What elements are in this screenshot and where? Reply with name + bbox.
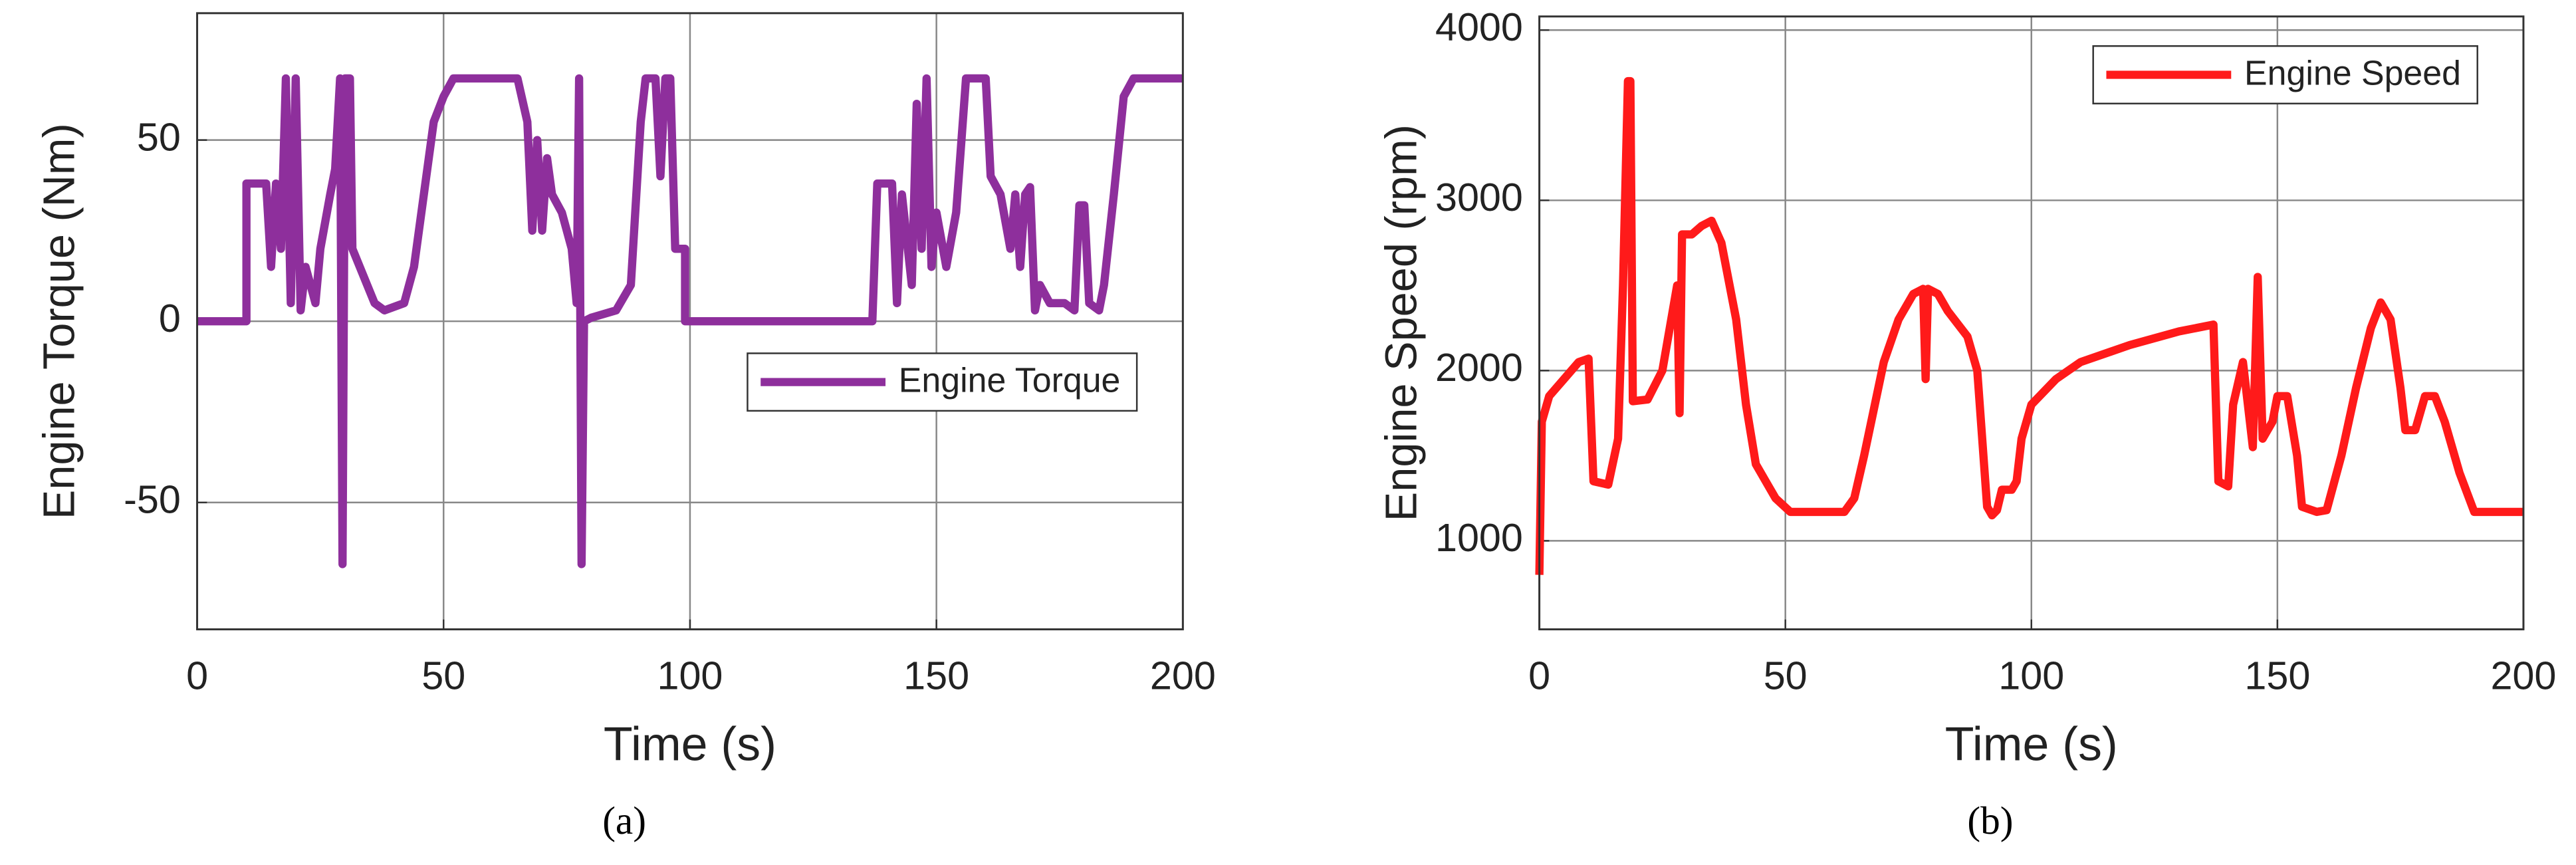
- plot-frame: [196, 12, 1184, 631]
- y-tick-label: -50: [124, 477, 181, 521]
- y-axis-label: Engine Speed (rpm): [1377, 124, 1427, 521]
- x-tick-label: 150: [903, 653, 969, 697]
- y-tick-label: 1000: [1435, 515, 1523, 560]
- y-axis-label: Engine Torque (Nm): [35, 123, 84, 519]
- y-tick-label: 2000: [1435, 345, 1523, 390]
- y-tick-label: 3000: [1435, 175, 1523, 219]
- legend-label: Engine Torque: [899, 361, 1121, 400]
- x-tick-label: 50: [421, 653, 465, 697]
- legend-label: Engine Speed: [2244, 53, 2461, 92]
- x-tick-label: 200: [2490, 653, 2556, 697]
- caption: (a): [602, 799, 646, 842]
- legend: Engine Torque: [747, 352, 1138, 412]
- data-line: [1535, 76, 2523, 575]
- x-axis-label: Time (s): [1945, 717, 2118, 771]
- legend: Engine Speed: [2092, 45, 2478, 104]
- y-tick-label: 50: [137, 114, 181, 159]
- caption: (b): [1967, 799, 2013, 842]
- y-tick-label: 4000: [1435, 5, 1523, 49]
- plot-frame: [1538, 15, 2525, 631]
- x-axis-label: Time (s): [604, 717, 776, 771]
- x-tick-label: 0: [1528, 653, 1550, 697]
- data-line: [197, 74, 1183, 568]
- x-tick-label: 0: [186, 653, 208, 697]
- x-tick-label: 150: [2244, 653, 2310, 697]
- x-tick-label: 100: [657, 653, 723, 697]
- x-tick-label: 200: [1150, 653, 1216, 697]
- x-tick-label: 100: [1998, 653, 2064, 697]
- y-tick-label: 0: [159, 296, 181, 340]
- x-tick-label: 50: [1764, 653, 1808, 697]
